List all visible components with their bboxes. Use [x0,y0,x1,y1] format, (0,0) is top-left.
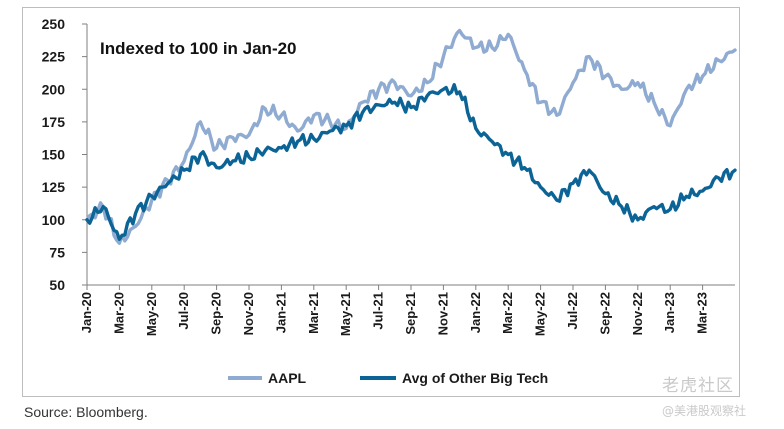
y-tick-label: 250 [42,16,66,32]
x-tick-label: Mar-21 [306,292,321,334]
watermark-text: 老虎社区 [662,376,734,396]
x-tick-label: Sep-20 [209,292,224,335]
y-tick-label: 150 [42,147,66,163]
series-line-aapl [85,28,737,245]
x-tick-label: Jul-22 [565,292,580,330]
x-tick-label: Jan-20 [79,292,94,333]
legend-label-other-big-tech: Avg of Other Big Tech [402,370,548,386]
x-tick-label: Jul-21 [371,292,386,330]
x-tick-label: Mar-22 [500,292,515,334]
y-tick-label: 75 [49,244,65,260]
x-tick-label: Sep-22 [597,292,612,335]
y-tick-label: 100 [42,212,66,228]
y-tick-label: 200 [42,81,66,97]
x-tick-label: Jan-21 [273,292,288,333]
x-tick-label: Mar-23 [695,292,710,334]
series-lines [85,28,737,245]
watermark-handle: @美港股观察社 [662,404,747,418]
y-tick-label: 225 [42,49,66,65]
x-tick-label: May-20 [144,292,159,336]
legend-label-aapl: AAPL [268,370,307,386]
y-axis: 50 75 100 125 150 175 200 225 250 [42,16,88,293]
source-note: Source: Bloomberg. [24,404,148,420]
x-tick-label: Jan-22 [468,292,483,333]
x-tick-label: Nov-20 [241,292,256,335]
y-tick-label: 125 [42,179,66,195]
x-tick-label: May-22 [533,292,548,336]
x-tick-label: Nov-21 [435,292,450,335]
legend: AAPL Avg of Other Big Tech [228,370,548,386]
series-line-other-big-tech [85,83,737,241]
y-tick-label: 50 [49,277,65,293]
x-tick-label: Mar-20 [111,292,126,334]
x-tick-label: Sep-21 [403,292,418,335]
x-tick-label: Jul-20 [176,292,191,330]
x-axis: Jan-20 Mar-20 May-20 Jul-20 Sep-20 Nov-20 Jan-… [79,284,735,336]
x-tick-label: May-21 [338,292,353,336]
chart-annotation: Indexed to 100 in Jan-20 [100,39,297,58]
y-tick-label: 175 [42,114,66,130]
x-tick-label: Nov-22 [630,292,645,335]
x-tick-label: Jan-23 [662,292,677,333]
